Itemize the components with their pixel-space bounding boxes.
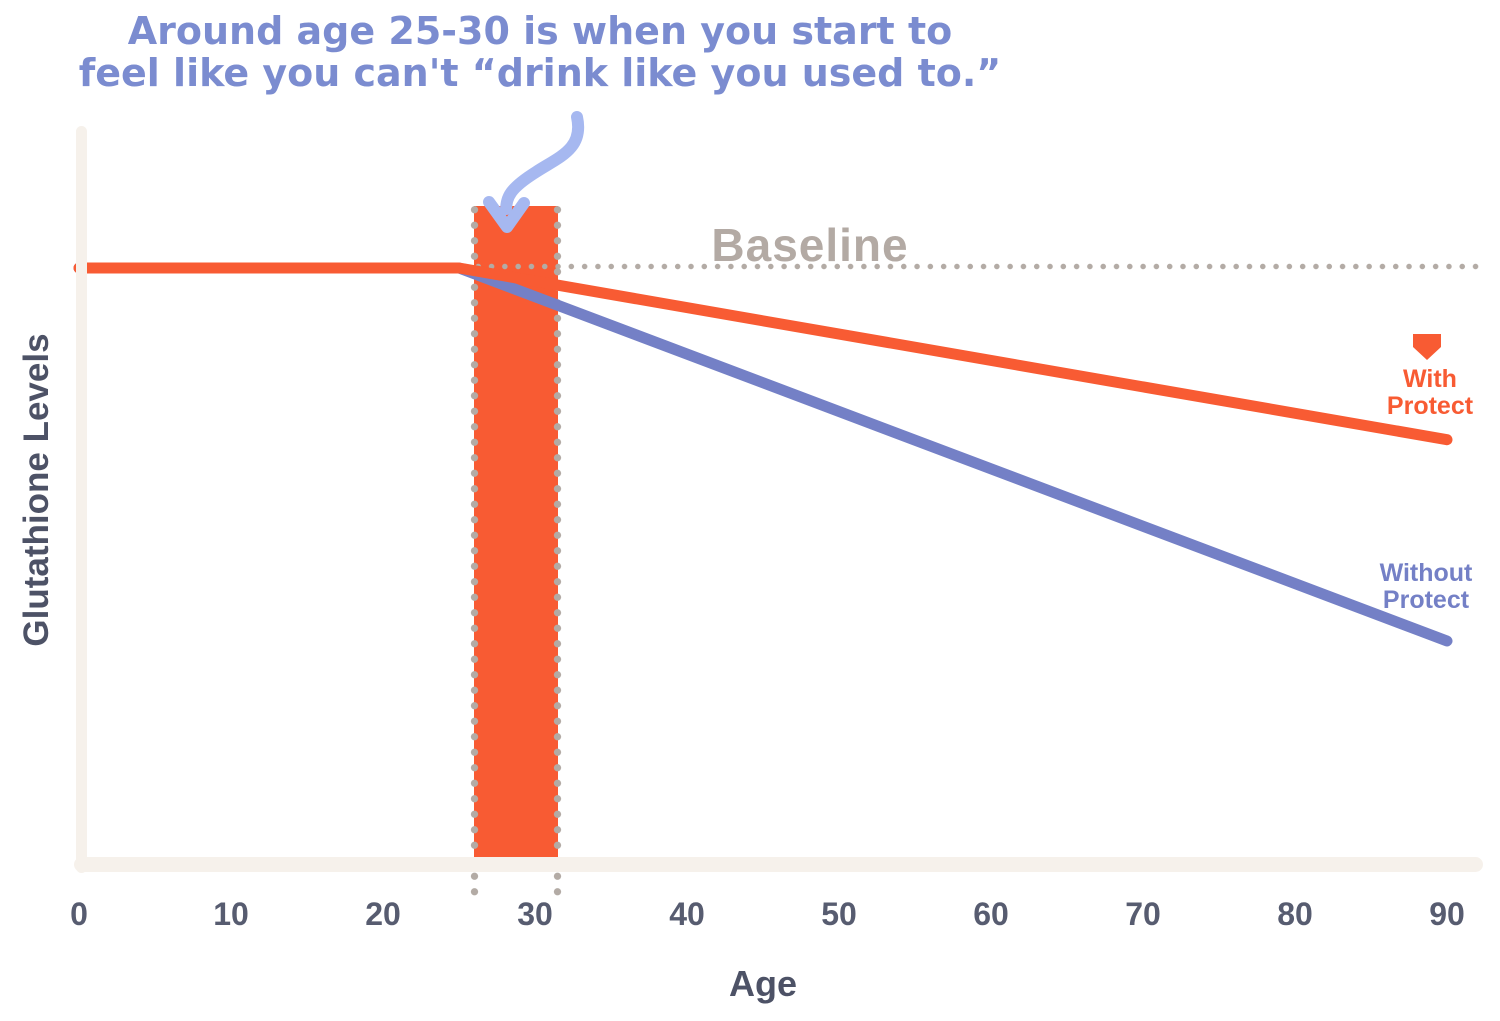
arrow-curve (500, 111, 585, 215)
x-tick-50: 50 (821, 896, 857, 932)
x-axis-line (74, 857, 1483, 872)
legend-without-protect: Without Protect (1380, 560, 1473, 614)
legend-with-protect-line-2: Protect (1386, 392, 1474, 420)
band-right-dotted-border (553, 202, 563, 898)
y-axis-line (76, 126, 87, 873)
legend-without-protect-line-1: Without (1379, 559, 1473, 587)
band-left-dotted-border (469, 202, 479, 898)
x-tick-60: 60 (973, 896, 1009, 932)
baseline-label: Baseline (711, 219, 909, 271)
legend-with-protect-line-1: With (1403, 365, 1457, 393)
x-tick-20: 20 (365, 896, 401, 932)
x-tick-10: 10 (213, 896, 249, 932)
line-with-protect (73, 262, 1453, 446)
x-tick-0: 0 (70, 896, 88, 932)
line-without-protect (73, 262, 1453, 647)
highlight-band (474, 206, 558, 860)
x-axis-label: Age (728, 963, 798, 1004)
x-tick-80: 80 (1277, 896, 1313, 932)
x-tick-70: 70 (1125, 896, 1161, 932)
annotation-line-1: Around age 25-30 is when you start to (127, 9, 953, 53)
x-tick-40: 40 (669, 896, 705, 932)
y-axis-label: Glutathione Levels (17, 333, 56, 647)
x-tick-90: 90 (1429, 896, 1465, 932)
chart-lines-group (73, 262, 1453, 647)
legend-without-protect-line-2: Protect (1382, 586, 1470, 614)
legend-with-protect: With Protect (1387, 366, 1473, 420)
annotation-text: Around age 25-30 is when you start to fe… (79, 10, 1002, 94)
shield-icon (1413, 334, 1441, 360)
annotation-line-2: feel like you can't “drink like you used… (78, 51, 1002, 95)
x-tick-30: 30 (517, 896, 553, 932)
